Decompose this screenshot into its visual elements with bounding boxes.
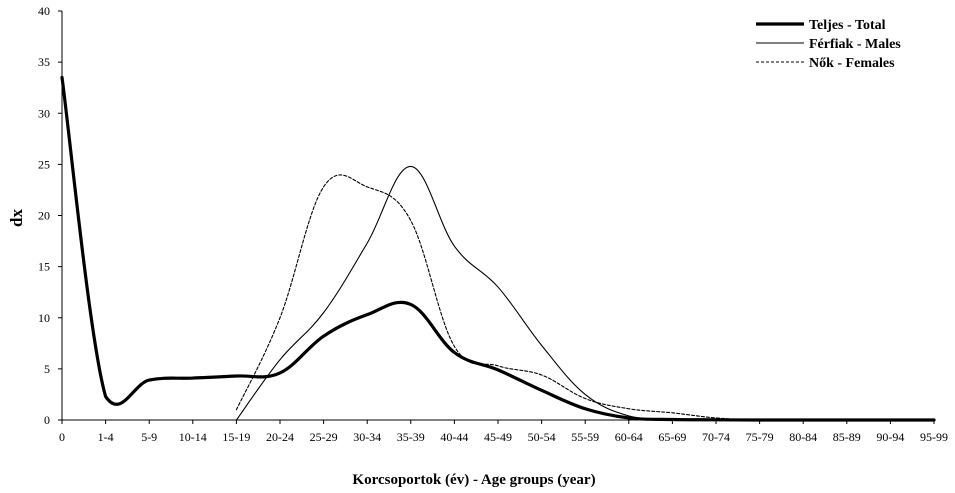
x-tick-label: 0 (59, 430, 65, 444)
series-line-1 (235, 165, 935, 421)
x-tick-label: 95-99 (920, 430, 948, 444)
x-tick-label: 90-94 (876, 430, 904, 444)
x-tick-label: 75-79 (746, 430, 774, 444)
y-tick-label: 25 (38, 157, 50, 171)
legend-label-0: Teljes - Total (809, 18, 886, 33)
x-ticks: 0 1-4 5-9 10-14 15-19 20-24 25-29 30-34 35-39 40-… (59, 420, 948, 444)
x-tick-label: 40-44 (440, 430, 468, 444)
y-ticks: 0 5 10 15 20 25 30 35 40 (38, 4, 62, 427)
axes (61, 11, 934, 421)
x-tick-label: 70-74 (702, 430, 730, 444)
x-tick-label: 20-24 (266, 430, 294, 444)
series-line-0 (60, 75, 936, 422)
y-tick-label: 35 (38, 55, 50, 69)
y-tick-label: 15 (38, 260, 50, 274)
series-lines (60, 75, 936, 422)
x-tick-label: 30-34 (353, 430, 381, 444)
x-tick-label: 80-84 (789, 430, 817, 444)
y-tick-label: 20 (38, 209, 50, 223)
x-tick-label: 1-4 (98, 430, 114, 444)
series-line-2 (235, 174, 935, 421)
y-tick-label: 30 (38, 106, 50, 120)
y-axis-title: dx (7, 209, 26, 227)
legend-label-1: Férfiak - Males (809, 37, 901, 52)
legend: Teljes - Total Férfiak - Males Nők - Femal… (756, 18, 901, 71)
x-axis-title: Korcsoportok (év) - Age groups (year) (352, 472, 595, 488)
x-tick-label: 10-14 (179, 430, 207, 444)
x-tick-label: 5-9 (141, 430, 157, 444)
y-tick-label: 10 (38, 311, 50, 325)
x-tick-label: 85-89 (833, 430, 861, 444)
x-tick-label: 45-49 (484, 430, 512, 444)
x-tick-label: 65-69 (658, 430, 686, 444)
x-tick-label: 55-59 (571, 430, 599, 444)
x-tick-label: 25-29 (310, 430, 338, 444)
y-tick-label: 5 (44, 362, 50, 376)
y-tick-label: 0 (44, 413, 50, 427)
x-tick-label: 60-64 (615, 430, 643, 444)
x-tick-label: 15-19 (222, 430, 250, 444)
y-tick-label: 40 (38, 4, 50, 18)
x-tick-label: 35-39 (397, 430, 425, 444)
legend-label-2: Nők - Females (809, 56, 895, 71)
x-tick-label: 50-54 (528, 430, 556, 444)
